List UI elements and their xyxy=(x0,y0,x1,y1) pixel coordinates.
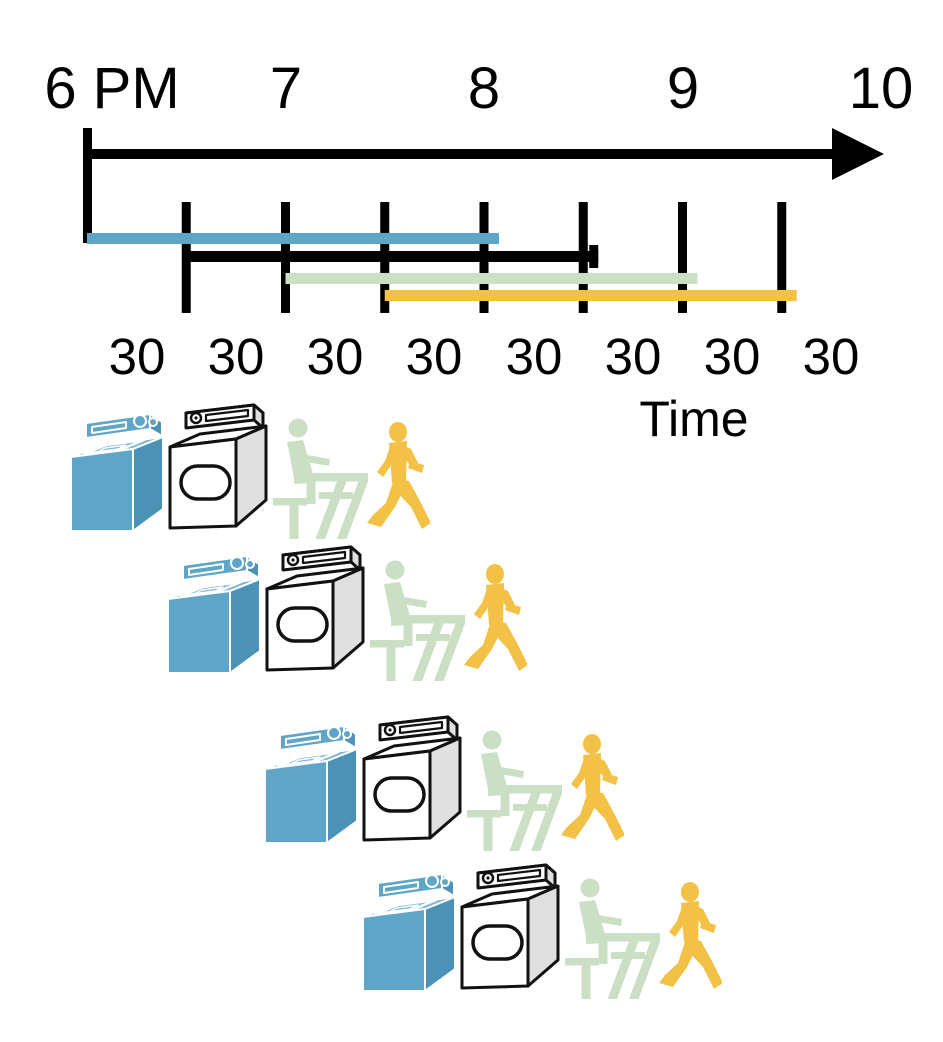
hour-label-10: 10 xyxy=(849,56,914,121)
stage-bar-storer xyxy=(384,290,797,301)
person-folding-at-table-icon xyxy=(273,418,368,539)
axis-origin-line xyxy=(83,128,92,243)
axis-arrowhead xyxy=(832,128,884,180)
washing-machine-icon xyxy=(70,412,165,533)
person-folding-at-table-icon xyxy=(370,560,465,681)
hour-label-8: 8 xyxy=(468,56,500,121)
half-hour-tick xyxy=(777,202,787,313)
time-axis-label: Time xyxy=(639,391,748,447)
interval-label-6: 30 xyxy=(605,328,662,385)
stage-bar-washer xyxy=(87,233,499,244)
stage-duration-bars xyxy=(87,233,797,301)
axis-arrow-shaft xyxy=(84,149,834,159)
stage-bar-dryer-endcap xyxy=(589,245,599,268)
person-folding-at-table-icon xyxy=(467,730,562,851)
interval-label-4: 30 xyxy=(406,328,463,385)
person-walking-icon xyxy=(367,422,430,529)
washing-machine-icon xyxy=(362,872,457,993)
dryer-icon xyxy=(362,715,462,842)
washing-machine-icon xyxy=(167,554,262,675)
dryer-icon xyxy=(265,545,365,672)
interval-label-3: 30 xyxy=(307,328,364,385)
laundry-load-row-4 xyxy=(362,863,722,999)
person-folding-at-table-icon xyxy=(565,878,660,999)
interval-label-2: 30 xyxy=(208,328,265,385)
interval-label-5: 30 xyxy=(506,328,563,385)
hour-label-6pm: 6 PM xyxy=(44,56,179,121)
half-hour-tick xyxy=(678,202,687,313)
laundry-load-row-3 xyxy=(264,715,624,851)
laundry-loads xyxy=(70,403,722,999)
interval-labels: 30 30 30 30 30 30 30 30 xyxy=(109,328,860,385)
person-walking-icon xyxy=(464,564,527,671)
interval-label-1: 30 xyxy=(109,328,166,385)
time-axis: 6 PM 7 8 9 10 xyxy=(44,56,913,243)
dryer-icon xyxy=(168,403,268,530)
stage-bar-dryer xyxy=(186,251,599,262)
laundry-load-row-1 xyxy=(70,403,430,539)
interval-label-7: 30 xyxy=(704,328,761,385)
hour-label-9: 9 xyxy=(667,56,699,121)
dryer-icon xyxy=(460,863,560,990)
hour-label-7: 7 xyxy=(270,56,302,121)
laundry-load-row-2 xyxy=(167,545,527,681)
stage-bar-folder xyxy=(285,273,698,284)
person-walking-icon xyxy=(561,734,624,841)
washing-machine-icon xyxy=(264,724,359,845)
person-walking-icon xyxy=(659,882,722,989)
interval-label-8: 30 xyxy=(803,328,860,385)
